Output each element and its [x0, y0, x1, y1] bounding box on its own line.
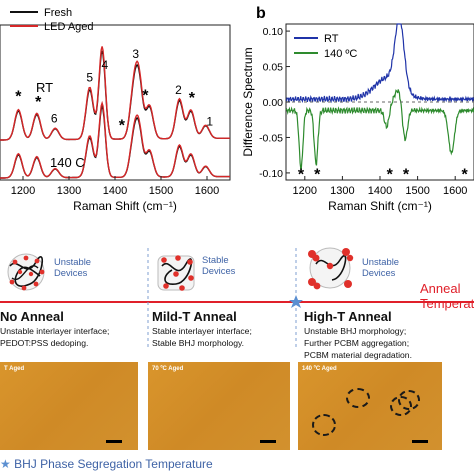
peak-label: 4 [102, 58, 109, 72]
x-tick-label: 1500 [405, 185, 429, 197]
peak-star-marker: * [314, 166, 321, 183]
micrograph-no-anneal: T Aged [0, 362, 138, 450]
x-tick-label: 1200 [293, 185, 317, 197]
panel-a-legend: Fresh LED Aged [10, 7, 94, 33]
legend-label-140c: 140 ºC [324, 48, 357, 60]
x-tick-label: 1200 [11, 185, 35, 197]
peak-star-marker: * [461, 166, 468, 183]
morphology-icon-high-t [308, 247, 354, 290]
x-tick-label: 1600 [195, 185, 219, 197]
y-tick-label: -0.05 [259, 132, 283, 144]
morphology-icon-mild-t [157, 255, 195, 291]
legend-label-rt: RT [324, 33, 339, 45]
x-tick-label: 1300 [57, 185, 81, 197]
footer-text: BHJ Phase Segregation Temperature [14, 457, 213, 471]
peak-star-marker: * [35, 94, 42, 111]
micrograph-mild-t: 70 ºC Aged [148, 362, 290, 450]
aggregate-circle [312, 414, 336, 436]
stage-title-high-t: High-T Anneal [304, 309, 392, 324]
status-label-no-anneal: Unstable Devices [54, 256, 91, 278]
scale-bar [260, 440, 276, 443]
stage-desc-high-t: Unstable BHJ morphology; Further PCBM ag… [304, 325, 412, 361]
raman-spectra-panel-a: 1200 1300 1400 1500 1600 6 54 3 2 1 * * * * * Fresh L… [0, 7, 231, 213]
status-text-mild-t: Stable Devices [202, 254, 236, 276]
stage-desc-line: Stable BHJ morphology. [152, 338, 245, 348]
panel-b-legend: RT 140 ºC [294, 33, 357, 60]
x-tick-label: 1600 [443, 185, 467, 197]
panel-b-frame [285, 23, 474, 181]
peak-star-marker: * [189, 90, 196, 107]
stage-desc-no-anneal: Unstable interlayer interface; PEDOT:PSS… [0, 325, 109, 349]
stage-title-mild-t: Mild-T Anneal [152, 309, 237, 324]
group-label-140c: 140 C [50, 155, 85, 170]
stage-desc-line: Stable interlayer interface; [152, 326, 252, 336]
photo-label-mild-t: 70 ºC Aged [152, 366, 184, 372]
stage-desc-line: Unstable BHJ morphology; [304, 326, 407, 336]
footer-caption: ★ BHJ Phase Segregation Temperature [0, 457, 213, 471]
spectrum-line-led-aged-1 [0, 100, 230, 179]
peak-label: 3 [132, 47, 139, 61]
x-tick-label: 1300 [330, 185, 354, 197]
legend-label-led-aged: LED Aged [44, 21, 94, 33]
stage-desc-line: Further PCBM aggregation; [304, 338, 410, 348]
anneal-temperature-label: Anneal Temperature [420, 281, 474, 311]
difference-spectrum-panel-b: b 1200 1300 1400 1500 1600 0.10 0.05 0.00 -0.05 -… [242, 5, 474, 213]
x-tick-label: 1400 [368, 185, 392, 197]
panel-b-y-axis-label: Difference Spectrum [242, 47, 255, 156]
photo-label-high-t: 140 ºC Aged [302, 366, 337, 372]
peak-star-marker: * [119, 118, 126, 135]
peak-label: 5 [86, 70, 93, 84]
scale-bar [106, 440, 122, 443]
stage-desc-mild-t: Stable interlayer interface; Stable BHJ … [152, 325, 252, 349]
status-text-high-t: Unstable Devices [362, 256, 400, 278]
aggregate-circle [398, 390, 420, 410]
stage-desc-line: PCBM material degradation. [304, 350, 412, 360]
status-label-high-t: Unstable Devices [362, 256, 399, 278]
aggregate-circle [346, 388, 370, 408]
status-label-mild-t: Stable Devices [202, 254, 235, 276]
photo-label-no-anneal: T Aged [4, 366, 25, 372]
stage-desc-line: PEDOT:PSS dedoping. [0, 338, 89, 348]
y-tick-label: 0.05 [263, 62, 284, 74]
peak-label: 2 [175, 83, 182, 97]
x-tick-label: 1500 [149, 185, 173, 197]
anneal-timeline-schematic [0, 247, 474, 350]
scale-bar [412, 440, 428, 443]
panel-a-x-axis-label: Raman Shift (cm⁻¹) [73, 199, 177, 213]
peak-label: 6 [51, 112, 58, 126]
peak-star-marker: * [142, 87, 149, 104]
morphology-icon-no-anneal [7, 253, 45, 291]
stage-desc-line: Unstable interlayer interface; [0, 326, 110, 336]
group-label-rt: RT [36, 80, 53, 95]
footer-star-icon: ★ [0, 457, 11, 471]
legend-label-fresh: Fresh [44, 7, 72, 19]
x-tick-label: 1400 [103, 185, 127, 197]
panel-b-letter: b [256, 5, 266, 22]
panel-b-x-axis-label: Raman Shift (cm⁻¹) [328, 199, 432, 213]
y-tick-label: 0.00 [263, 97, 284, 109]
y-tick-label: -0.10 [259, 168, 283, 180]
peak-star-marker: * [298, 166, 305, 183]
difference-line-140c [285, 89, 474, 171]
peak-star-marker: * [403, 166, 410, 183]
micrograph-high-t: 140 ºC Aged [298, 362, 442, 450]
peak-label: 1 [206, 114, 213, 128]
peak-star-marker: * [387, 166, 394, 183]
difference-line-rt [285, 23, 474, 104]
status-text-no-anneal: Unstable Devices [54, 256, 92, 278]
spectrum-line-led-aged-0 [0, 46, 230, 141]
peak-star-marker: * [15, 89, 22, 106]
transition-star-icon [289, 295, 303, 308]
y-tick-label: 0.10 [263, 26, 284, 38]
stage-title-no-anneal: No Anneal [0, 309, 64, 324]
